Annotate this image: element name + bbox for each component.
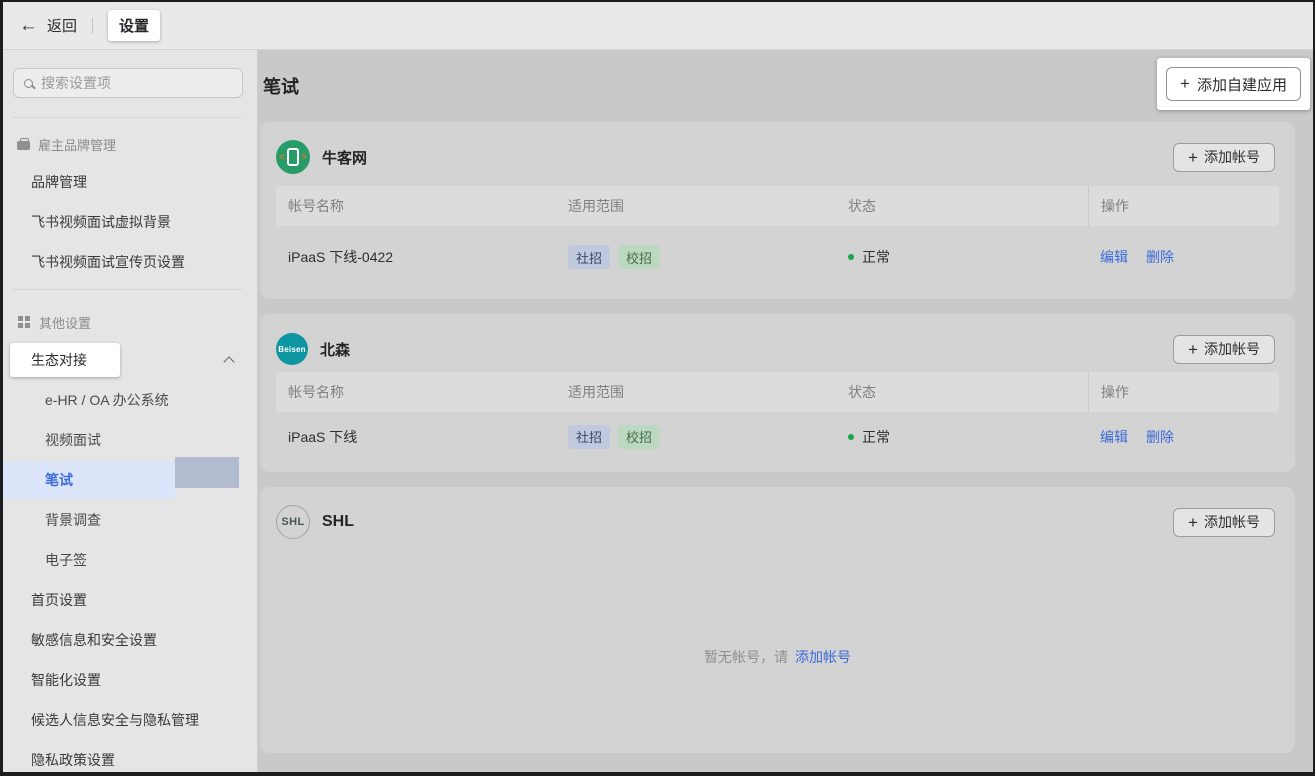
col-account-name: 帐号名称 [288, 384, 344, 400]
sidebar-item-written-test[interactable]: 笔试 [3, 457, 257, 500]
edit-link[interactable]: 编辑 [1100, 249, 1128, 265]
search-box[interactable] [13, 68, 243, 98]
sidebar-item-brand-management[interactable]: 品牌管理 [31, 174, 87, 190]
add-account-button[interactable]: 添加帐号 [1173, 334, 1275, 364]
sidebar-item-privacy-policy[interactable]: 隐私政策设置 [31, 752, 115, 768]
add-account-button[interactable]: 添加帐号 [1173, 507, 1275, 537]
sidebar-item-ehr-oa[interactable]: e-HR / OA 办公系统 [45, 392, 169, 408]
topbar: 返回 设置 [3, 2, 1313, 50]
col-actions: 操作 [1088, 372, 1267, 412]
beisen-icon: Beisen [276, 333, 308, 365]
delete-link[interactable]: 删除 [1146, 249, 1174, 265]
sidebar-item-candidate-privacy[interactable]: 候选人信息安全与隐私管理 [31, 712, 199, 728]
status-label: 正常 [862, 249, 890, 265]
sidebar-item-video-virtual-bg[interactable]: 飞书视频面试虚拟背景 [31, 214, 171, 230]
col-status: 状态 [848, 198, 876, 214]
sidebar-item-esign[interactable]: 电子签 [45, 552, 87, 568]
tag-social-recruiting: 社招 [568, 245, 611, 269]
section-other-settings: 其他设置 [3, 304, 257, 340]
main-content: 笔试 添加自建应用 <> 牛客网 添加帐号 帐号名称 [258, 50, 1313, 772]
grid-icon [18, 316, 23, 321]
table-row: iPaaS 下线-0422 社招 校招 正常 编辑 删除 [276, 226, 1279, 288]
edit-link[interactable]: 编辑 [1100, 428, 1128, 445]
status-dot-icon [848, 433, 854, 440]
add-account-button[interactable]: 添加帐号 [1173, 142, 1275, 172]
delete-link[interactable]: 删除 [1146, 428, 1174, 445]
account-name: iPaaS 下线-0422 [288, 249, 394, 265]
account-name: iPaaS 下线 [288, 428, 358, 445]
tag-campus-recruiting: 校招 [618, 245, 661, 269]
settings-title-highlight: 设置 [108, 10, 161, 41]
settings-sidebar: 雇主品牌管理 品牌管理 飞书视频面试虚拟背景 飞书视频面试宣传页设置 其他设置 … [3, 50, 258, 772]
sidebar-divider [13, 117, 242, 118]
table-header: 帐号名称 适用范围 状态 操作 [276, 186, 1279, 226]
col-actions: 操作 [1088, 186, 1267, 226]
plus-icon [1188, 149, 1198, 166]
shl-icon: SHL [276, 505, 310, 539]
add-app-highlight-box: 添加自建应用 [1157, 58, 1310, 110]
sidebar-item-homepage-settings[interactable]: 首页设置 [31, 592, 87, 608]
provider-name: 北森 [320, 341, 351, 359]
tag-social-recruiting: 社招 [568, 424, 611, 449]
chevron-up-icon[interactable] [223, 356, 235, 368]
sidebar-divider [13, 289, 242, 290]
col-scope: 适用范围 [568, 198, 624, 214]
empty-state: 暂无帐号，请 添加帐号 [276, 545, 1279, 742]
col-scope: 适用范围 [568, 384, 624, 400]
status-label: 正常 [862, 428, 890, 445]
search-input[interactable] [41, 75, 232, 91]
sidebar-item-sensitive-security[interactable]: 敏感信息和安全设置 [31, 632, 157, 648]
sidebar-item-ai-settings[interactable]: 智能化设置 [31, 672, 101, 688]
empty-text: 暂无帐号，请 [704, 648, 788, 665]
selected-item-background [3, 462, 175, 499]
provider-name: 牛客网 [322, 149, 368, 167]
add-account-link[interactable]: 添加帐号 [795, 648, 851, 665]
provider-card-beisen: Beisen 北森 添加帐号 帐号名称 适用范围 状态 操作 iPaaS 下线 [260, 314, 1295, 472]
briefcase-icon [17, 138, 30, 150]
sidebar-item-video-promo-page[interactable]: 飞书视频面试宣传页设置 [31, 254, 185, 270]
table-header: 帐号名称 适用范围 状态 操作 [276, 372, 1279, 412]
plus-icon [1188, 341, 1198, 358]
sidebar-item-ecosystem[interactable]: 生态对接 [3, 340, 257, 380]
col-status: 状态 [848, 384, 876, 400]
main-page-title: 笔试 [263, 77, 299, 97]
page-title: 设置 [119, 18, 150, 35]
plus-icon [1180, 75, 1190, 93]
selected-item-block [175, 457, 239, 488]
topbar-divider [92, 17, 94, 34]
provider-card-nowcoder: <> 牛客网 添加帐号 帐号名称 适用范围 状态 操作 iPaaS 下线-042… [260, 122, 1295, 299]
back-label: 返回 [47, 18, 78, 35]
ecosystem-highlight-box [10, 343, 120, 377]
status-dot-icon [848, 254, 854, 260]
plus-icon [1188, 514, 1198, 531]
col-account-name: 帐号名称 [288, 198, 344, 214]
table-row: iPaaS 下线 社招 校招 正常 编辑 删除 [276, 412, 1279, 461]
back-button[interactable]: 返回 [19, 15, 77, 37]
back-arrow-icon [19, 15, 38, 37]
nowcoder-icon: < > [276, 140, 310, 174]
section-employer-brand: 雇主品牌管理 [3, 126, 257, 162]
sidebar-item-video-interview[interactable]: 视频面试 [45, 432, 101, 448]
provider-card-shl: SHL SHL 添加帐号 暂无帐号，请 添加帐号 [260, 487, 1295, 753]
provider-name: SHL [322, 513, 354, 530]
sidebar-item-background-check[interactable]: 背景调查 [45, 512, 101, 528]
add-custom-app-button[interactable]: 添加自建应用 [1166, 67, 1301, 101]
tag-campus-recruiting: 校招 [618, 424, 661, 449]
search-icon [24, 78, 33, 88]
